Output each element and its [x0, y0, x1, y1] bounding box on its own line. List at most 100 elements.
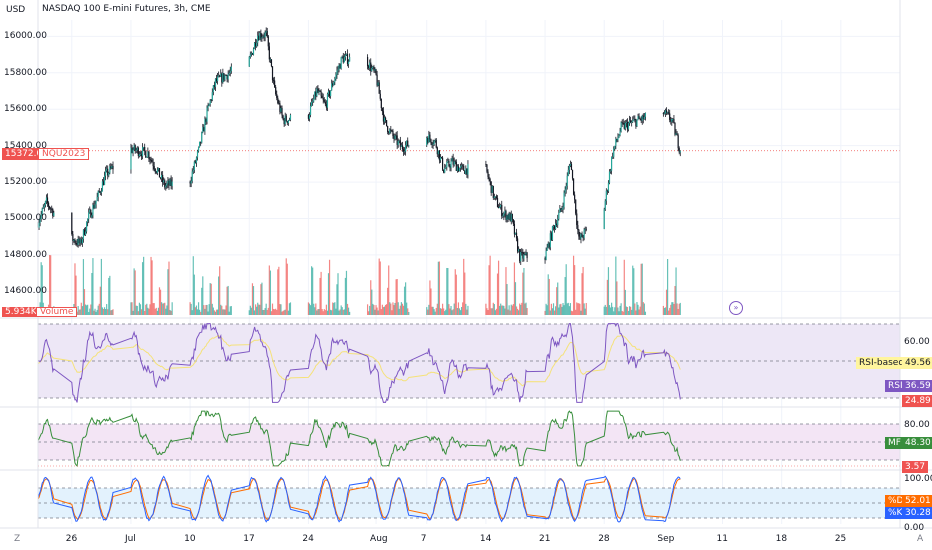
candle-body [214, 78, 217, 87]
candle-body [437, 150, 439, 155]
candle-body [441, 157, 444, 170]
candle-body [461, 165, 463, 167]
volume-bar [462, 302, 464, 315]
candle-body [402, 149, 405, 152]
volume-bar [324, 310, 326, 315]
candle-body [163, 180, 165, 183]
candle-body [201, 132, 203, 143]
candle-body [49, 206, 51, 209]
candle-body [663, 113, 666, 115]
candle-body [368, 66, 370, 69]
candle-body [308, 115, 311, 119]
candle-body [312, 101, 314, 103]
candle-body [262, 36, 264, 38]
candle-body [264, 32, 266, 38]
volume-bar [670, 304, 672, 315]
candle-body [514, 232, 517, 235]
candle-body [551, 226, 554, 240]
volume-bar [396, 279, 398, 315]
volume-bar [512, 304, 514, 315]
time-tick-label: 10 [184, 534, 196, 544]
candle-body [560, 208, 562, 210]
candle-body [71, 212, 73, 235]
volume-bar [207, 311, 209, 315]
candle-body [627, 123, 630, 130]
candle-body [584, 228, 586, 230]
volume-bar [376, 307, 378, 315]
volume-bar [620, 303, 622, 315]
candle-body [136, 147, 138, 151]
candle-body [558, 212, 560, 219]
stoch-k-label: %K [885, 507, 906, 519]
candle-body [374, 69, 376, 71]
price-tick-label: 15800.00 [4, 67, 47, 78]
volume-bar [204, 308, 206, 315]
volume-bar [671, 302, 673, 315]
volume-bar [151, 260, 153, 315]
candle-body [671, 119, 673, 122]
candle-body [516, 238, 519, 252]
volume-bar [153, 303, 155, 315]
volume-bar [102, 308, 105, 315]
timezone-button[interactable]: Z [14, 534, 21, 544]
candle-body [571, 169, 574, 179]
volume-bar [449, 308, 451, 315]
candle-body [553, 226, 556, 229]
candle-body [275, 87, 277, 94]
volume-bar [213, 310, 216, 315]
volume-bar [330, 309, 332, 315]
volume-bar [621, 310, 623, 315]
volume-bar [674, 286, 676, 315]
volume-bar [612, 306, 614, 315]
candle-body [394, 135, 396, 139]
candle-body [219, 75, 221, 77]
auto-scale-button[interactable]: A [917, 534, 924, 544]
volume-bar [84, 304, 87, 315]
volume-bar [380, 309, 382, 315]
volume-bar [545, 303, 547, 315]
indicator-panes [37, 323, 900, 523]
volume-bar [500, 303, 502, 315]
candle-body [89, 209, 91, 213]
candle-body [147, 151, 149, 157]
candle-body [135, 150, 137, 151]
candle-body [108, 172, 110, 176]
volume-bar [631, 309, 633, 315]
volume-bar [283, 310, 285, 315]
time-tick-label: 11 [716, 534, 728, 544]
candle-body [433, 140, 435, 145]
volume-bar [644, 311, 647, 315]
candle-body [397, 141, 399, 145]
volume-bar [678, 303, 680, 315]
candle-body [405, 145, 407, 152]
volume-bar [41, 265, 43, 315]
volume-bar [75, 275, 77, 315]
volume-bar [609, 307, 612, 315]
volume-bar [641, 263, 643, 315]
candle-body [628, 120, 631, 124]
candle-body [85, 222, 88, 232]
volume-bar [450, 306, 452, 315]
volume-bar [679, 302, 681, 315]
candle-body [131, 147, 133, 153]
candle-body [548, 243, 550, 248]
candle-body [494, 196, 497, 198]
volume-bar [431, 306, 433, 315]
volume-bar [327, 273, 330, 315]
candle-body [324, 101, 326, 105]
volume-bar [112, 309, 114, 315]
candle-body [549, 233, 551, 248]
scroll-to-latest-icon[interactable]: » [729, 301, 743, 315]
candle-body [621, 122, 623, 123]
volume-bar [150, 256, 152, 315]
candle-body [93, 204, 95, 209]
candle-body [270, 59, 273, 67]
volume-bar [397, 302, 399, 315]
candle-body [676, 133, 678, 136]
volume-bar [263, 309, 265, 315]
volume-bar [326, 310, 329, 315]
volume-bar [320, 271, 322, 315]
volume-bar [92, 258, 94, 315]
candle-body [443, 169, 445, 173]
